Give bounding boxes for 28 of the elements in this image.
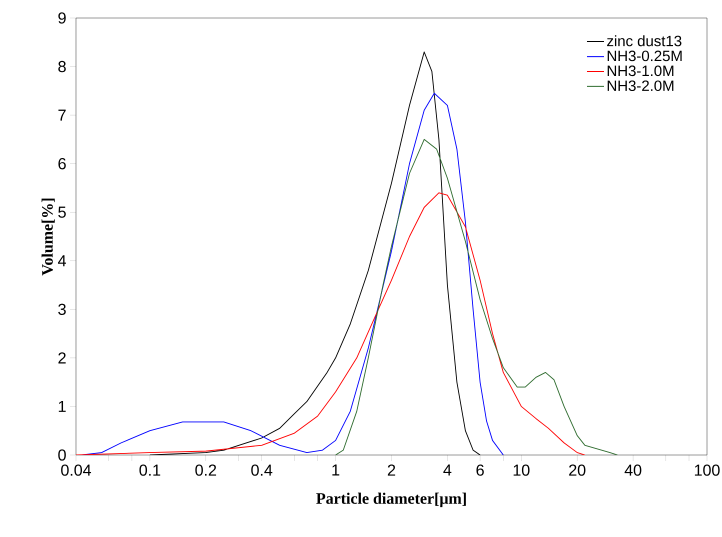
y-tick-label: 7: [58, 110, 66, 121]
x-tick-label: 6: [476, 464, 484, 476]
x-tick-label: 2: [388, 464, 396, 476]
legend-label: zinc dust13: [607, 35, 682, 46]
y-axis-title: Volume[%]: [42, 198, 55, 276]
y-tick-label: 9: [58, 12, 66, 24]
x-tick-label: 4: [443, 464, 452, 476]
x-tick-label: 0.04: [61, 464, 92, 476]
legend-label: NH3-2.0M: [608, 80, 674, 92]
x-tick-label: 0.2: [195, 464, 216, 476]
x-tick-label: 20: [569, 464, 586, 476]
x-tick-label: 100: [694, 464, 720, 476]
x-tick-label: 1: [332, 464, 340, 476]
y-tick-label: 8: [58, 60, 66, 72]
y-tick-label: 5: [58, 206, 66, 218]
legend-label: NH3-1.0M: [608, 66, 674, 76]
x-tick-label: 10: [514, 464, 530, 476]
x-tick-label: 40: [624, 464, 642, 476]
y-tick-label: 6: [58, 158, 66, 170]
x-tick-label: 0.1: [139, 464, 160, 476]
y-tick-label: 2: [58, 352, 66, 364]
legend-label: NH3-0.25M: [608, 50, 682, 62]
y-tick-label: 0: [58, 449, 66, 461]
y-tick-label: 3: [58, 304, 66, 315]
x-axis-title: Particle diameter[μm]: [316, 492, 466, 508]
y-tick-label: 1: [58, 400, 66, 412]
y-tick-label: 4: [58, 255, 66, 266]
x-tick-label: 0.4: [251, 464, 272, 476]
